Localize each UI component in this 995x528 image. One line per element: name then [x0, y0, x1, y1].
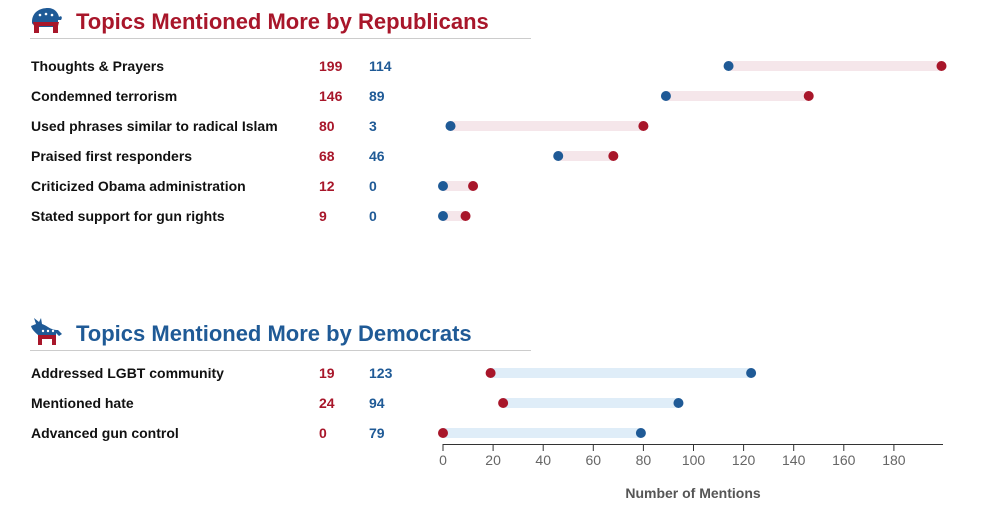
x-tick-label: 40	[535, 452, 551, 468]
democrat-point	[673, 398, 684, 408]
republican-value-label: 68	[319, 148, 335, 164]
chart-row: Advanced gun control 0 79	[31, 425, 646, 441]
democrat-value-label: 114	[369, 58, 392, 74]
democrat-value-label: 3	[369, 118, 377, 134]
republican-point	[438, 428, 448, 438]
democrat-point	[438, 181, 448, 191]
x-tick-label: 20	[485, 452, 501, 468]
republican-value-label: 80	[319, 118, 335, 134]
chart-row: Thoughts & Prayers 199 114	[31, 58, 947, 74]
chart-row: Mentioned hate 24 94	[31, 395, 684, 411]
democrat-point	[746, 368, 757, 378]
row-label: Thoughts & Prayers	[31, 58, 164, 74]
democrat-value-label: 94	[369, 395, 385, 411]
x-tick-label: 180	[882, 452, 906, 468]
x-axis: 0 20 40 60 80 100 120 140 160 180	[439, 444, 943, 468]
democrat-value-label: 0	[369, 178, 377, 194]
republican-section-header: Topics Mentioned More by Republicans	[30, 8, 531, 39]
democrat-value-label: 46	[369, 148, 385, 164]
elephant-icon	[32, 8, 62, 33]
democrat-point	[635, 428, 646, 438]
x-tick-label: 160	[832, 452, 856, 468]
row-label: Praised first responders	[31, 148, 192, 164]
republican-value-label: 146	[319, 88, 343, 104]
republican-point	[498, 398, 509, 408]
row-label: Advanced gun control	[31, 425, 179, 441]
chart-row: Stated support for gun rights 9 0	[31, 208, 471, 224]
republican-point	[803, 91, 814, 101]
republican-point	[468, 181, 479, 191]
x-tick-label: 140	[782, 452, 806, 468]
republican-value-label: 24	[319, 395, 335, 411]
republican-value-label: 9	[319, 208, 327, 224]
democrat-section-header: Topics Mentioned More by Democrats	[30, 318, 531, 351]
republican-value-label: 12	[319, 178, 335, 194]
republican-value-label: 19	[319, 365, 335, 381]
republican-point	[638, 121, 649, 131]
democrat-value-label: 79	[369, 425, 385, 441]
democrat-point	[445, 121, 456, 131]
republican-point	[460, 211, 471, 221]
chart-row: Condemned terrorism 146 89	[31, 88, 814, 104]
chart-row: Used phrases similar to radical Islam 80 3	[31, 118, 649, 134]
republican-point	[936, 61, 947, 71]
x-tick-label: 60	[586, 452, 602, 468]
democrat-section-title: Topics Mentioned More by Democrats	[76, 321, 472, 346]
chart-row: Addressed LGBT community 19 123	[31, 365, 757, 381]
republican-value-label: 0	[319, 425, 327, 441]
democrat-value-label: 0	[369, 208, 377, 224]
x-tick-label: 0	[439, 452, 447, 468]
x-tick-label: 120	[732, 452, 756, 468]
row-label: Addressed LGBT community	[31, 365, 224, 381]
chart-row: Criticized Obama administration 12 0	[31, 178, 479, 194]
democrat-value-label: 89	[369, 88, 385, 104]
democrat-point	[438, 211, 448, 221]
row-label: Stated support for gun rights	[31, 208, 225, 224]
democrat-point	[660, 91, 671, 101]
donkey-icon	[31, 318, 62, 345]
chart-row: Praised first responders 68 46	[31, 148, 619, 164]
republican-section-title: Topics Mentioned More by Republicans	[76, 9, 489, 34]
row-label: Used phrases similar to radical Islam	[31, 118, 278, 134]
democrat-point	[553, 151, 564, 161]
row-label: Condemned terrorism	[31, 88, 177, 104]
x-tick-label: 100	[682, 452, 706, 468]
republican-point	[485, 368, 496, 378]
democrat-point	[723, 61, 734, 71]
democrat-value-label: 123	[369, 365, 393, 381]
republican-point	[608, 151, 619, 161]
republican-value-label: 199	[319, 58, 343, 74]
x-tick-label: 80	[636, 452, 652, 468]
row-label: Criticized Obama administration	[31, 178, 246, 194]
row-label: Mentioned hate	[31, 395, 134, 411]
x-axis-title: Number of Mentions	[625, 485, 761, 501]
